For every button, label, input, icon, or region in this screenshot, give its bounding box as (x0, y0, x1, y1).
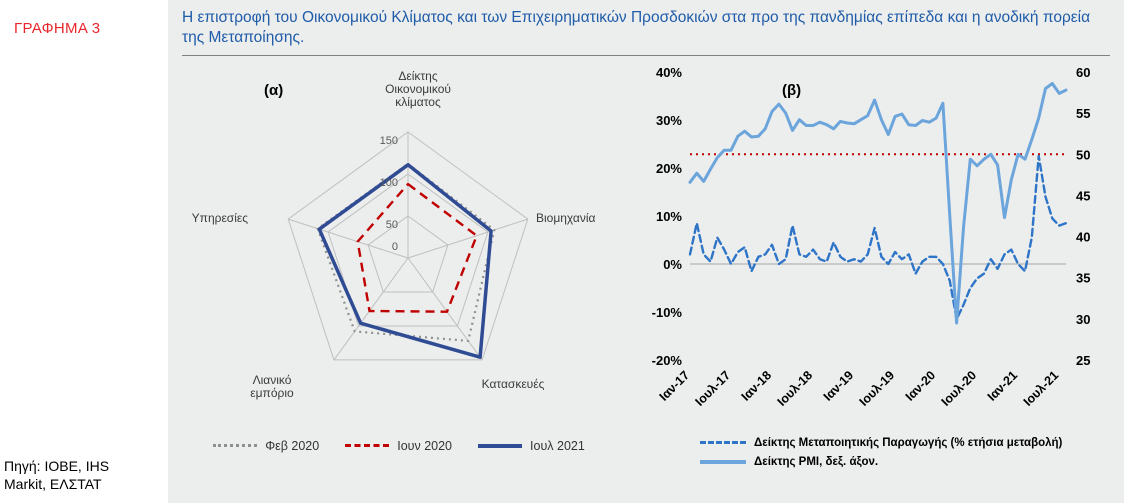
dashed-line-sample (345, 444, 390, 448)
legend-label: Ιουλ 2021 (530, 438, 585, 453)
left-margin: ΓΡΑΦΗΜΑ 3 Πηγή: ΙΟΒΕ, IHS Markit, ΕΛΣΤΑΤ (0, 0, 168, 503)
svg-text:50: 50 (386, 219, 398, 231)
svg-text:150: 150 (380, 135, 398, 147)
svg-text:Ιαν-20: Ιαν-20 (903, 368, 939, 404)
svg-text:Ιουλ-17: Ιουλ-17 (693, 368, 734, 409)
line-chart: 40% 30% 20% 10% 0% -10% -20% 60 55 50 45 40 35 30 25 Ια… (652, 65, 1091, 409)
legend-item-feb-2020: Φεβ 2020 (213, 439, 319, 453)
svg-text:Ιουλ-20: Ιουλ-20 (939, 368, 980, 409)
source-note: Πηγή: ΙΟΒΕ, IHS Markit, ΕΛΣΤΑΤ (4, 457, 110, 492)
panel-a-label: (α) (264, 81, 284, 99)
legend-label: Δείκτης Μεταποιητικής Παραγωγής (% ετήσι… (754, 436, 1063, 449)
svg-text:Ιουλ-19: Ιουλ-19 (857, 368, 898, 409)
svg-text:Ιουλ-21: Ιουλ-21 (1021, 368, 1062, 409)
svg-text:50: 50 (1076, 147, 1090, 162)
svg-text:Βιομηχανία: Βιομηχανία (536, 211, 596, 225)
figure-number-label: ΓΡΑΦΗΜΑ 3 (14, 20, 101, 37)
svg-text:Ιαν-18: Ιαν-18 (739, 368, 775, 404)
svg-text:55: 55 (1076, 106, 1090, 121)
radar-chart-panel: (α) 0 50 100 150 Δείκτης Οικονομικού κλίματος Β… (168, 60, 630, 468)
svg-text:25: 25 (1076, 353, 1090, 368)
radar-legend: Φεβ 2020 Ιουν 2020 Ιουλ 2021 (168, 439, 630, 453)
svg-text:100: 100 (380, 177, 398, 189)
legend-item-pmi: Δείκτης PMI, δεξ. άξον. (700, 456, 878, 468)
svg-text:30: 30 (1076, 312, 1090, 327)
svg-text:10%: 10% (656, 209, 682, 224)
figure-panel: Η επιστροφή του Οικονομικού Κλίματος και… (168, 0, 1124, 503)
svg-text:0: 0 (392, 241, 398, 253)
svg-text:40: 40 (1076, 230, 1090, 245)
svg-text:30%: 30% (656, 113, 682, 128)
svg-text:Δείκτης: Δείκτης (398, 69, 437, 83)
svg-text:Ιαν-17: Ιαν-17 (657, 368, 693, 404)
svg-text:Ιαν-21: Ιαν-21 (985, 368, 1021, 404)
legend-label: Φεβ 2020 (265, 438, 320, 453)
svg-text:Λιανικό: Λιανικό (253, 373, 292, 387)
legend-item-jul-2021: Ιουλ 2021 (478, 439, 585, 453)
svg-text:0%: 0% (663, 257, 682, 272)
svg-text:-20%: -20% (652, 353, 683, 368)
svg-text:Υπηρεσίες: Υπηρεσίες (192, 211, 249, 225)
svg-text:Κατασκευές: Κατασκευές (482, 377, 545, 391)
dotted-line-sample (213, 444, 258, 448)
solid-line-sample (478, 443, 523, 448)
svg-text:20%: 20% (656, 161, 682, 176)
svg-text:40%: 40% (656, 65, 682, 80)
svg-text:Ιουλ-18: Ιουλ-18 (775, 368, 816, 409)
legend-item-jun-2020: Ιουν 2020 (345, 439, 452, 453)
figure-title: Η επιστροφή του Οικονομικού Κλίματος και… (182, 9, 1091, 47)
svg-text:κλίματος: κλίματος (395, 95, 441, 109)
line-legend: Δείκτης Μεταποιητικής Παραγωγής (% ετήσι… (630, 437, 1122, 468)
svg-text:Ιαν-19: Ιαν-19 (821, 368, 857, 404)
panel-b-label: (β) (782, 81, 802, 99)
legend-label: Δείκτης PMI, δεξ. άξον. (754, 455, 879, 468)
legend-item-manufacturing-production: Δείκτης Μεταποιητικής Παραγωγής (% ετήσι… (700, 437, 1062, 449)
solid-line-sample (700, 459, 746, 464)
svg-text:εμπόριο: εμπόριο (250, 386, 294, 400)
legend-label: Ιουν 2020 (397, 438, 453, 453)
svg-text:-10%: -10% (652, 305, 683, 320)
svg-text:60: 60 (1076, 65, 1090, 80)
svg-text:45: 45 (1076, 188, 1090, 203)
svg-text:35: 35 (1076, 271, 1090, 286)
charts-row: (α) 0 50 100 150 Δείκτης Οικονομικού κλίματος Β… (168, 60, 1124, 468)
dashed-line-sample (700, 441, 746, 445)
title-divider (182, 54, 1110, 56)
line-chart-panel: (β) 40% 30% 20% 10% 0% -10% -20% 60 55 50 45 40 35 30… (630, 60, 1122, 468)
svg-text:Οικονομικού: Οικονομικού (385, 82, 451, 96)
